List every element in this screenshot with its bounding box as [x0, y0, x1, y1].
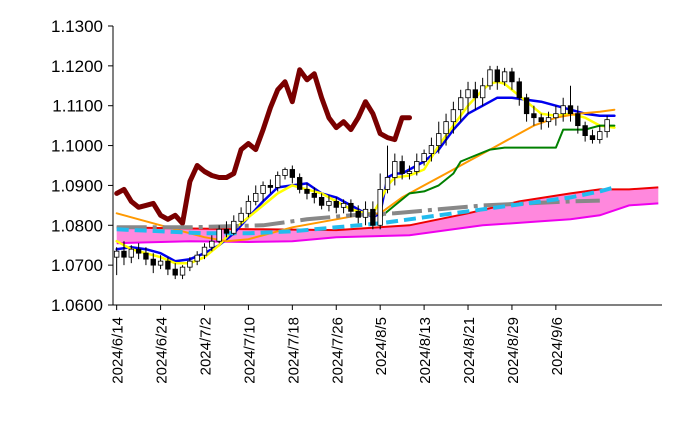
candle-body: [487, 69, 493, 87]
candle-body: [121, 250, 127, 258]
candle-body: [421, 153, 427, 162]
candle-body: [157, 260, 164, 266]
y-tick-label: 1.0900: [51, 176, 103, 195]
candle-body: [179, 266, 186, 276]
candle-body: [333, 200, 339, 208]
x-tick-label: 2024/6/14: [110, 317, 127, 384]
x-tick-label: 2024/8/5: [373, 317, 390, 375]
candle-body: [428, 145, 435, 154]
candle-body: [223, 228, 230, 234]
candle-body: [289, 169, 296, 178]
candle-body: [275, 175, 281, 188]
candle-body: [304, 189, 310, 194]
candle-body: [545, 117, 552, 123]
candle-body: [245, 200, 252, 214]
y-tick-label: 1.1000: [51, 137, 103, 156]
candle-body: [253, 192, 259, 202]
candle-body: [282, 169, 288, 176]
y-tick-label: 1.1200: [51, 57, 103, 76]
y-tick-labels: 1.0600 1.0700 1.0800 1.0900 1.1000 1.1100 1.12…: [51, 17, 113, 315]
candle-body: [597, 131, 603, 140]
candlesticks: [113, 65, 610, 280]
x-tick-label: 2024/7/10: [241, 317, 258, 384]
candle-body: [509, 71, 515, 83]
candle-body: [201, 246, 208, 256]
candle-body: [296, 177, 303, 190]
candle-body: [575, 113, 581, 127]
series-line-4: [379, 124, 616, 219]
y-tick-label: 1.0700: [51, 256, 103, 275]
candle-body: [370, 208, 376, 226]
candle-body: [348, 202, 354, 212]
candle-body: [238, 212, 244, 222]
candle-body: [216, 228, 222, 242]
candle-body: [414, 161, 420, 172]
candle-body: [187, 260, 193, 268]
candle-body: [362, 208, 369, 218]
candle-body: [516, 81, 522, 99]
candle-body: [582, 125, 588, 137]
cloud-lower-line: [116, 202, 659, 245]
candle-body: [494, 69, 500, 83]
candle-body: [165, 260, 171, 270]
y-tick-label: 1.1100: [52, 97, 103, 116]
x-tick-label: 2024/8/13: [417, 317, 434, 384]
x-tick-label: 2024/7/26: [329, 317, 346, 384]
candle-body: [326, 200, 332, 206]
candle-body: [399, 161, 405, 174]
candle-body: [392, 161, 398, 178]
candle-body: [436, 133, 442, 146]
candle-body: [340, 202, 347, 208]
y-tick-label: 1.0600: [51, 296, 103, 315]
candle-body: [560, 105, 566, 115]
candle-body: [567, 105, 574, 115]
candle-body: [355, 210, 361, 218]
candle-body: [135, 248, 142, 254]
candle-body: [267, 185, 274, 188]
x-tick-label: 2024/6/24: [154, 317, 171, 384]
candle-body: [406, 171, 413, 174]
series-line-0: [114, 67, 412, 226]
candle-body: [531, 113, 537, 119]
x-tick-label: 2024/8/21: [461, 317, 478, 384]
candle-body: [231, 220, 237, 234]
x-tick-labels: 2024/6/14 2024/6/24 2024/7/2 2024/7/10 2024/…: [110, 305, 566, 384]
candle-body: [465, 89, 471, 99]
candle-body: [553, 113, 559, 119]
dashed-line-1: [116, 185, 615, 236]
candle-body: [523, 97, 530, 115]
candle-body: [209, 240, 215, 248]
candle-body: [538, 117, 544, 123]
x-tick-label: 2024/8/29: [505, 317, 522, 384]
candle-body: [113, 250, 120, 258]
y-tick-label: 1.1300: [51, 17, 103, 36]
x-tick-label: 2024/7/2: [198, 317, 215, 375]
candle-body: [479, 85, 486, 99]
candle-body: [384, 177, 391, 190]
candle-body: [443, 121, 449, 135]
candle-body: [311, 192, 317, 198]
candle-body: [589, 135, 596, 140]
candle-body: [260, 185, 266, 194]
candle-body: [458, 97, 464, 111]
dashed-line-0: [116, 198, 600, 230]
candle-body: [472, 89, 479, 99]
candle-body: [143, 252, 149, 260]
y-tick-label: 1.0800: [51, 216, 103, 235]
candle-body: [150, 258, 156, 266]
candle-body: [318, 196, 325, 206]
candle-body: [604, 119, 610, 133]
candle-body: [172, 268, 178, 276]
x-tick-label: 2024/7/18: [285, 317, 302, 384]
candle-body: [450, 109, 457, 123]
x-tick-label: 2024/9/6: [549, 317, 566, 375]
candle-body: [128, 248, 134, 258]
candle-body: [377, 189, 383, 226]
candle-body: [501, 71, 508, 83]
candle-body: [194, 254, 200, 262]
